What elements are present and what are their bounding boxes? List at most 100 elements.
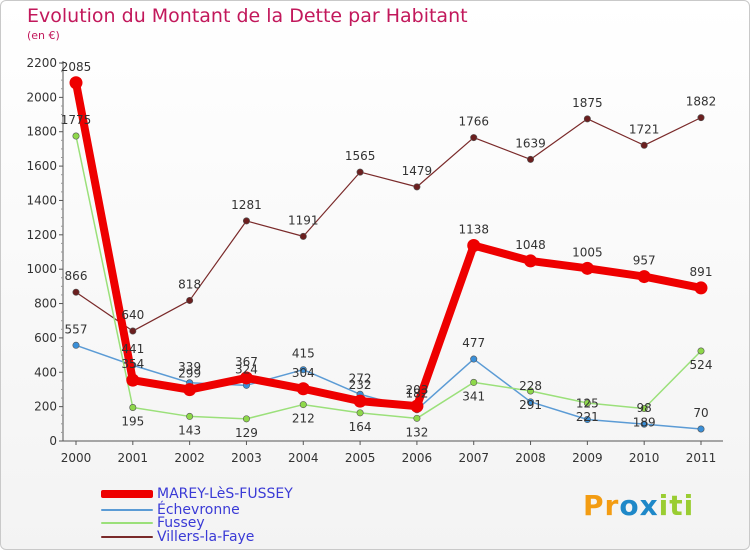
series-line <box>75 117 702 332</box>
data-label: 477 <box>462 336 485 350</box>
data-point <box>640 141 648 149</box>
data-label: 354 <box>121 357 144 371</box>
data-label: 557 <box>65 322 88 336</box>
data-label: 367 <box>235 355 258 369</box>
data-label: 221 <box>576 410 599 424</box>
data-point <box>129 327 137 335</box>
data-label: 1005 <box>572 245 603 259</box>
legend-swatch-villers <box>101 536 153 538</box>
data-point <box>640 420 648 428</box>
data-label: 129 <box>235 426 258 440</box>
legend-swatch-marey <box>101 490 153 498</box>
x-tick-label: 2011 <box>686 451 717 465</box>
data-label: 189 <box>633 416 656 430</box>
data-label: 228 <box>519 379 542 393</box>
data-point <box>183 383 197 397</box>
legend-label-marey: MAREY-LèS-FUSSEY <box>157 486 293 502</box>
data-point <box>410 399 424 413</box>
x-tick-label: 2000 <box>61 451 92 465</box>
data-label: 1048 <box>515 238 546 252</box>
legend-label-fussey: Fussey <box>157 515 205 531</box>
legend-swatch-fussey <box>101 522 153 524</box>
data-label: 272 <box>349 371 372 385</box>
data-label: 1138 <box>458 222 489 236</box>
series-line <box>72 78 705 411</box>
data-label: 125 <box>576 397 599 411</box>
data-label: 891 <box>690 265 713 279</box>
data-point <box>186 296 194 304</box>
data-point <box>470 355 478 363</box>
data-label: 291 <box>519 398 542 412</box>
data-label: 2085 <box>61 60 92 74</box>
logo-letter: P <box>583 489 605 522</box>
data-label: 524 <box>690 358 713 372</box>
data-label: 1639 <box>515 136 546 150</box>
data-point <box>697 114 705 122</box>
y-tick-label: 1400 <box>26 193 57 207</box>
data-point <box>527 155 535 163</box>
data-label: 1766 <box>458 115 489 129</box>
legend-item-echevronne: Échevronne <box>101 502 240 518</box>
data-label: 1775 <box>61 113 92 127</box>
data-label: 195 <box>121 414 144 428</box>
data-label: 203 <box>405 383 428 397</box>
legend-item-villers: Villers-la-Faye <box>101 529 254 545</box>
y-tick-label: 600 <box>34 331 57 345</box>
data-label: 1875 <box>572 96 603 110</box>
data-point <box>637 270 651 284</box>
logo-letter: o <box>619 489 640 522</box>
data-label: 818 <box>178 277 201 291</box>
series-line <box>75 135 702 420</box>
data-point <box>296 382 310 396</box>
data-label: 866 <box>65 269 88 283</box>
y-tick-label: 2200 <box>26 56 57 70</box>
y-tick-label: 1000 <box>26 262 57 276</box>
data-point <box>697 347 705 355</box>
legend-swatch-echevronne <box>101 509 153 511</box>
data-label: 415 <box>292 347 315 361</box>
data-label: 640 <box>121 308 144 322</box>
proxiti-logo: Proxiti <box>583 489 694 522</box>
data-point <box>694 281 708 295</box>
data-point <box>583 399 591 407</box>
data-point <box>356 409 364 417</box>
data-point <box>72 132 80 140</box>
data-point <box>299 232 307 240</box>
data-point <box>527 398 535 406</box>
data-label: 98 <box>637 401 652 415</box>
data-label: 1191 <box>288 213 319 227</box>
legend-item-fussey: Fussey <box>101 515 205 531</box>
x-tick-label: 2005 <box>345 451 376 465</box>
data-label: 164 <box>349 420 372 434</box>
data-point <box>242 217 250 225</box>
y-tick-label: 2000 <box>26 90 57 104</box>
logo-letter: r <box>604 489 620 522</box>
logo-letter: t <box>669 489 684 522</box>
data-point <box>242 415 250 423</box>
x-tick-label: 2002 <box>174 451 205 465</box>
data-label: 143 <box>178 423 201 437</box>
data-label: 232 <box>349 378 372 392</box>
data-point <box>126 373 140 387</box>
data-label: 212 <box>292 412 315 426</box>
data-point <box>186 412 194 420</box>
data-point <box>356 168 364 176</box>
y-tick-label: 800 <box>34 297 57 311</box>
data-label: 182 <box>405 387 428 401</box>
x-tick-label: 2008 <box>515 451 546 465</box>
data-point <box>524 254 538 268</box>
y-tick-label: 1800 <box>26 125 57 139</box>
data-point <box>72 288 80 296</box>
y-tick-label: 400 <box>34 365 57 379</box>
y-tick-label: 1200 <box>26 228 57 242</box>
legend-item-marey: MAREY-LèS-FUSSEY <box>101 486 293 502</box>
data-label: 1281 <box>231 198 262 212</box>
data-label: 132 <box>405 425 428 439</box>
data-label: 299 <box>178 367 201 381</box>
data-point <box>353 394 367 408</box>
data-label: 957 <box>633 254 656 268</box>
chart-unit: (en €) <box>27 29 60 42</box>
logo-letter: x <box>639 489 659 522</box>
logo-letter: i <box>683 489 695 522</box>
legend-label-echevronne: Échevronne <box>157 502 240 518</box>
